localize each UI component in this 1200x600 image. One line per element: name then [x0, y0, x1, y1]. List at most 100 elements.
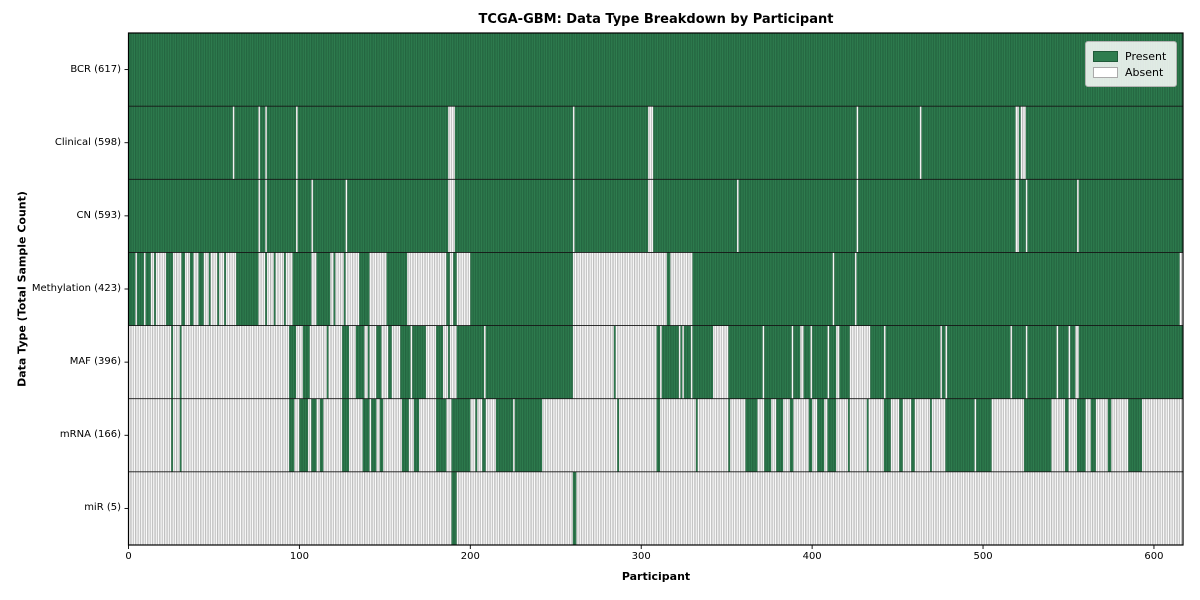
present-segment [764, 325, 792, 399]
present-segment [401, 398, 409, 472]
heatmap-row-cn [128, 179, 1183, 253]
present-segment [388, 325, 392, 399]
x-axis-title: Participant [621, 570, 691, 583]
present-segment [297, 179, 312, 253]
present-segment [475, 398, 478, 472]
y-tick-label-mrna: mRNA (166) [59, 429, 121, 441]
present-segment [1107, 398, 1112, 472]
present-segment [171, 398, 173, 472]
present-segment [848, 398, 850, 472]
present-segment [355, 325, 365, 399]
present-segment [1018, 179, 1026, 253]
present-segment [376, 325, 382, 399]
present-segment [817, 398, 825, 472]
present-segment [976, 398, 992, 472]
present-segment [728, 325, 763, 399]
present-segment [911, 398, 915, 472]
present-segment [260, 179, 266, 253]
present-segment [574, 179, 649, 253]
present-segment [386, 252, 408, 326]
legend-swatch-absent-icon [1093, 66, 1118, 78]
present-segment [839, 325, 850, 399]
x-tick-label: 300 [631, 551, 651, 562]
present-segment [1018, 106, 1021, 180]
present-segment [181, 252, 185, 326]
present-segment [870, 325, 884, 399]
present-segment [436, 325, 443, 399]
present-segment [858, 106, 920, 180]
present-segment [413, 398, 420, 472]
present-segment [942, 325, 946, 399]
present-segment [776, 398, 784, 472]
x-tick-label: 500 [973, 551, 993, 562]
present-segment [1078, 179, 1183, 253]
legend-entry-present: Present [1093, 48, 1168, 64]
x-tick-label: 600 [1144, 551, 1164, 562]
present-segment [451, 471, 457, 545]
present-segment [1077, 398, 1086, 472]
present-segment [289, 398, 295, 472]
present-segment [829, 325, 837, 399]
present-segment [265, 252, 267, 326]
present-segment [297, 106, 449, 180]
heatmap-row-mrna [128, 398, 1183, 472]
present-segment [692, 325, 714, 399]
present-segment [347, 179, 449, 253]
x-tick-label: 0 [125, 551, 132, 562]
present-segment [613, 325, 616, 399]
present-segment [827, 398, 837, 472]
present-segment [208, 252, 211, 326]
present-segment [292, 252, 312, 326]
present-segment [834, 252, 855, 326]
present-segment [683, 325, 691, 399]
present-segment [453, 252, 457, 326]
present-segment [316, 252, 331, 326]
present-segment [858, 179, 1016, 253]
present-segment [319, 398, 324, 472]
present-segment [1025, 106, 1183, 180]
present-segment [128, 33, 1183, 107]
present-segment [145, 252, 151, 326]
heatmap-row-methylation [128, 252, 1183, 326]
present-segment [692, 252, 833, 326]
present-segment [745, 398, 758, 472]
present-segment [371, 398, 377, 472]
present-segment [470, 252, 573, 326]
present-segment [812, 325, 828, 399]
legend-label-absent: Absent [1125, 65, 1164, 79]
present-segment [333, 252, 336, 326]
present-segment [653, 179, 737, 253]
present-segment [311, 398, 317, 472]
present-segment [342, 398, 349, 472]
present-segment [154, 252, 156, 326]
present-segment [284, 252, 286, 326]
present-segment [574, 106, 649, 180]
present-segment [656, 325, 661, 399]
present-segment [302, 325, 310, 399]
present-segment [1128, 398, 1142, 472]
heatmap-row-bcr [128, 33, 1183, 107]
present-segment [803, 325, 811, 399]
present-segment [260, 106, 266, 180]
present-segment [661, 325, 679, 399]
present-segment [856, 252, 1180, 326]
present-segment [885, 325, 941, 399]
present-segment [738, 179, 857, 253]
present-segment [514, 398, 543, 472]
present-segment [234, 106, 259, 180]
present-segment [1070, 325, 1076, 399]
present-segment [326, 325, 329, 399]
present-segment [666, 252, 671, 326]
present-segment [789, 398, 794, 472]
present-segment [128, 179, 259, 253]
present-segment [454, 179, 573, 253]
present-segment [217, 252, 220, 326]
present-segment [653, 106, 857, 180]
present-segment [866, 398, 869, 472]
present-segment [1027, 325, 1057, 399]
present-segment [899, 398, 903, 472]
present-segment [793, 325, 801, 399]
x-tick-label: 100 [289, 551, 309, 562]
